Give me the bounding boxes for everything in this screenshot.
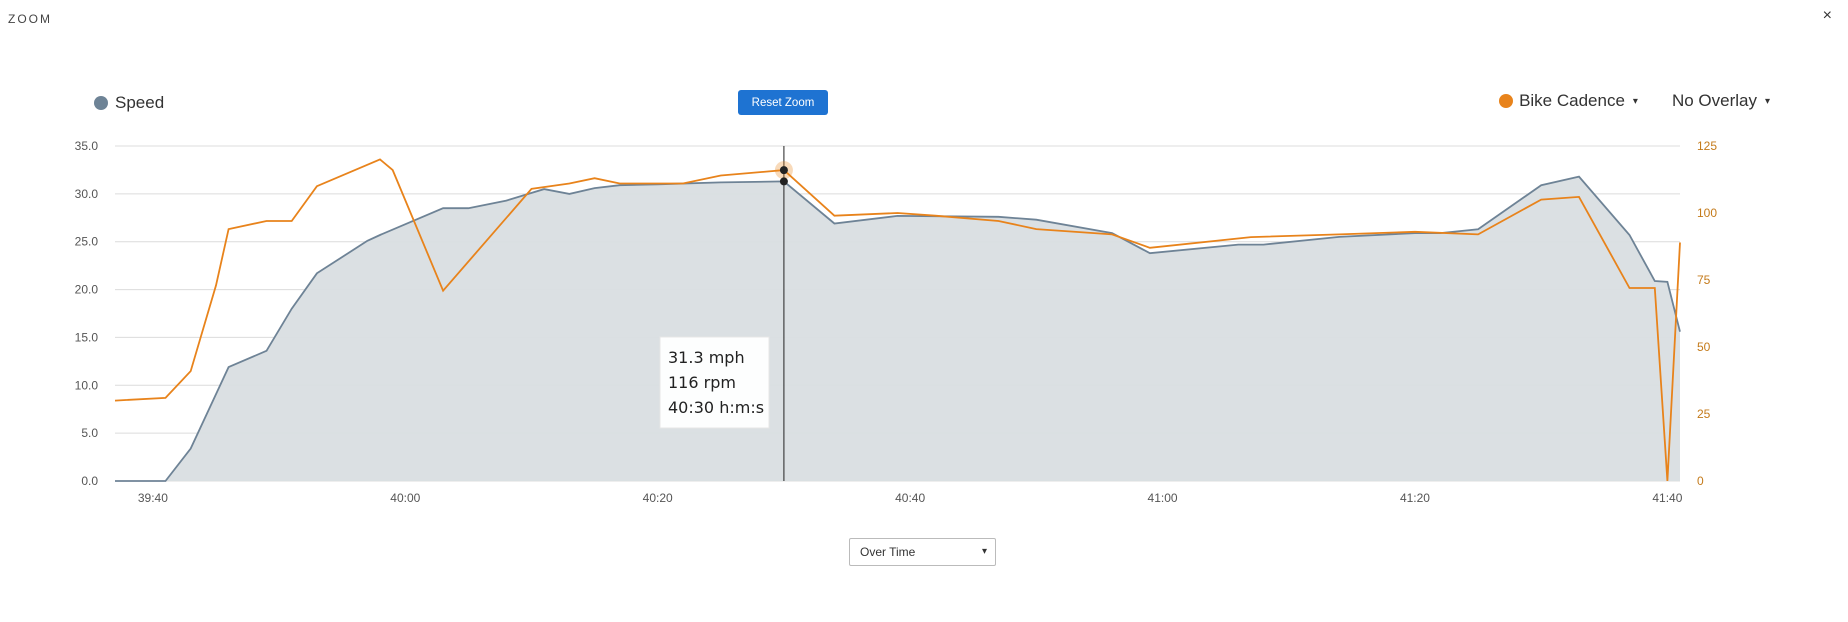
y-left-tick-label: 25.0 [75, 235, 99, 249]
x-tick-label: 41:40 [1652, 491, 1682, 505]
mode-select-value: Over Time [860, 545, 916, 559]
y-right-tick-label: 100 [1697, 206, 1717, 220]
right-legend: Bike Cadence ▾ No Overlay ▾ [1499, 91, 1770, 111]
y-left-tick-label: 35.0 [75, 139, 99, 153]
tooltip-cadence-value: 116 rpm [668, 373, 736, 392]
y-left-tick-label: 10.0 [75, 378, 99, 392]
hover-tooltip: 31.3 mph 116 rpm 40:30 h:m:s [659, 336, 770, 429]
speed-series-area [115, 176, 1680, 481]
chevron-down-icon: ▾ [981, 546, 987, 557]
overlay-label: No Overlay [1671, 91, 1757, 110]
cadence-hover-point [779, 166, 788, 175]
x-tick-label: 41:20 [1400, 491, 1430, 505]
x-tick-label: 40:20 [643, 491, 673, 505]
tooltip-box [659, 336, 770, 429]
x-tick-label: 41:00 [1148, 491, 1178, 505]
x-tick-label: 39:40 [138, 491, 168, 505]
speed-legend[interactable]: Speed [94, 93, 164, 113]
y-right-tick-label: 25 [1697, 407, 1711, 421]
y-right-tick-label: 50 [1697, 340, 1711, 354]
y-right-tick-label: 0 [1697, 474, 1704, 488]
chevron-down-icon: ▾ [1632, 95, 1638, 107]
chevron-down-icon: ▾ [1764, 95, 1770, 107]
y-left-tick-label: 30.0 [75, 187, 99, 201]
y-left-tick-label: 0.0 [81, 474, 98, 488]
close-icon[interactable]: × [1822, 7, 1832, 24]
speed-legend-dot [94, 96, 108, 110]
y-left-tick-label: 20.0 [75, 283, 99, 297]
reset-zoom-button[interactable]: Reset Zoom [738, 90, 828, 115]
speed-hover-point [779, 177, 788, 186]
overlay-dropdown[interactable]: No Overlay ▾ [1672, 91, 1770, 111]
tooltip-speed-value: 31.3 mph [668, 348, 745, 367]
x-tick-label: 40:40 [895, 491, 925, 505]
mode-select[interactable]: Over Time ▾ [849, 538, 996, 566]
y-left-tick-label: 5.0 [81, 426, 98, 440]
y-right-tick-label: 125 [1697, 139, 1717, 153]
y-left-tick-label: 15.0 [75, 330, 99, 344]
tooltip-time-value: 40:30 h:m:s [668, 398, 764, 417]
cadence-series-dropdown[interactable]: Bike Cadence ▾ [1499, 91, 1638, 111]
cadence-legend-dot [1499, 94, 1514, 108]
y-right-tick-label: 75 [1697, 273, 1711, 287]
x-tick-label: 40:00 [390, 491, 420, 505]
cadence-legend-label: Bike Cadence [1519, 91, 1625, 110]
speed-legend-label: Speed [115, 93, 165, 112]
modal-title: ZOOM [8, 12, 52, 26]
